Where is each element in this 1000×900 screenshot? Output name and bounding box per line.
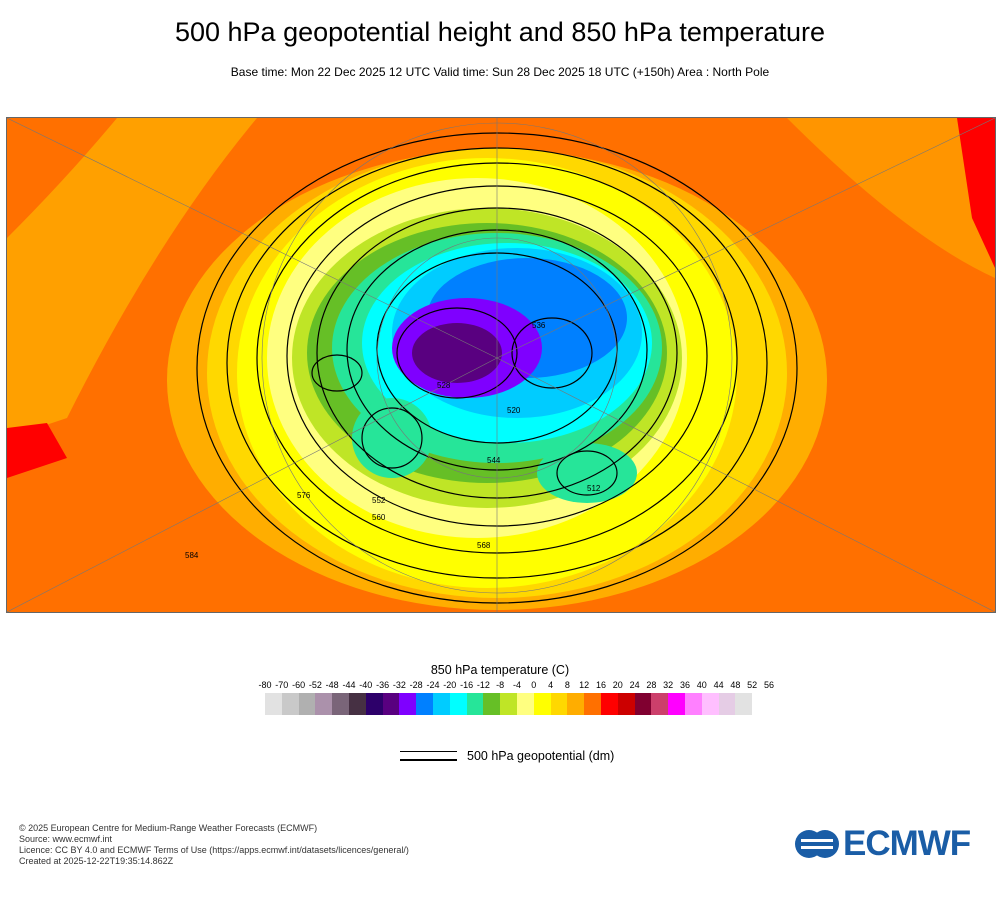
legend-tick-label: 44 [713,680,724,690]
color-bar-swatch [634,693,652,715]
geopotential-thick-line [400,759,457,761]
legend-tick-label: -80 [258,680,272,690]
copyright: © 2025 European Centre for Medium-Range … [19,823,318,833]
legend-tick-label: 20 [612,680,623,690]
color-bar-swatch [718,693,736,715]
color-bar-swatch [584,693,601,715]
color-bar-swatch [315,693,333,715]
legend-ticks: -80 -70 -60 -52 -48 -44 -40 -36 -32 -28 -24 -20 -16-… [241,680,774,692]
source: Source: www.ecmwf.int [19,834,113,844]
contour-label: 576 [297,491,311,500]
color-bar-swatch [684,693,702,715]
color-bar-swatch [701,693,719,715]
contour-label: 544 [487,456,501,465]
legend-tick-label: -48 [325,680,339,690]
legend-tick-label: -24 [426,680,440,690]
chart-subtitle: Base time: Mon 22 Dec 2025 12 UTC Valid … [230,65,770,79]
color-bar-swatch [735,693,753,715]
color-bar-swatch [348,693,366,715]
geopotential-label: 500 hPa geopotential (dm) [467,749,615,763]
color-bar-swatch [516,693,534,715]
contour-label: 536 [532,321,546,330]
chart-title: 500 hPa geopotential height and 850 hPa … [174,17,825,47]
legend-tick-label: 24 [629,680,640,690]
contour-label: 568 [477,541,491,550]
legend-tick-label: -16 [460,680,474,690]
color-bar-swatch [382,693,400,715]
licence: Licence: CC BY 4.0 and ECMWF Terms of Us… [19,845,409,855]
legend-tick-label: -36 [376,680,390,690]
legend-tick-label: 56 [763,680,775,690]
color-bar-swatch [617,693,635,715]
legend-tick-label: -52 [308,680,322,690]
color-bar-swatch [449,693,467,715]
color-bar-swatch [298,693,316,715]
legend-tick-label: 16 [595,680,607,690]
color-bar-swatch [651,693,669,715]
contour-labels-layer: 584 576 568 560 552 544 536 528 520 512 [185,321,601,560]
color-bar-swatch [483,693,501,715]
legend-tick-label: 12 [579,680,590,690]
color-bar-swatch [332,693,349,715]
legend-tick-label: 4 [548,680,554,690]
legend-tick-label: -28 [409,680,423,690]
contour-label: 512 [587,484,601,493]
legend-tick-label: 52 [747,680,758,690]
contour-label: 552 [372,496,386,505]
color-bar-swatch [416,693,433,715]
north-pole-map: 584 576 568 560 552 544 536 528 520 512 [6,117,996,613]
legend-tick-label: -4 [512,680,522,690]
color-bar-swatch [399,693,417,715]
legend-tick-label: 48 [730,680,741,690]
legend-tick-label: -70 [275,680,289,690]
created-at: Created at 2025-12-22T19:35:14.862Z [19,856,174,866]
legend-tick-label: -60 [292,680,306,690]
color-bar-swatch [365,693,383,715]
color-bar-swatch [432,693,450,715]
legend-tick-label: -32 [392,680,406,690]
ecmwf-logo: ECMWF [795,824,971,863]
legend-tick-label: -40 [359,680,373,690]
color-bar-swatch [500,693,517,715]
geopotential-thin-line [400,751,457,752]
legend-tick-label: -44 [342,680,356,690]
color-bar-swatch [567,693,585,715]
temperature-field [7,118,995,612]
legend-tick-label: 0 [531,680,537,690]
contour-label: 560 [372,513,386,522]
color-bar-swatch [281,693,299,715]
legend-tick-label: -8 [496,680,505,690]
ecmwf-logo-icon [795,830,839,858]
legend-tick-label: 8 [564,680,570,690]
legend-tick-label: 28 [646,680,657,690]
ecmwf-logo-text: ECMWF [843,824,971,863]
legend-tick-label: -12 [476,680,490,690]
legend-tick-label: -20 [443,680,457,690]
legend-tick-label: 32 [663,680,674,690]
legend-tick-label: 36 [679,680,691,690]
contour-label: 584 [185,551,199,560]
color-bar-swatch [550,693,568,715]
color-bar [265,693,753,715]
contour-label: 520 [507,406,521,415]
color-bar-swatch [265,693,282,715]
legend-title: 850 hPa temperature (C) [430,663,570,677]
footer-credits: © 2025 European Centre for Medium-Range … [19,823,409,867]
legend-tick-label: 40 [696,680,707,690]
color-bar-swatch [533,693,551,715]
color-bar-swatch [600,693,618,715]
contour-label: 528 [437,381,451,390]
color-bar-swatch [668,693,685,715]
color-bar-swatch [466,693,484,715]
